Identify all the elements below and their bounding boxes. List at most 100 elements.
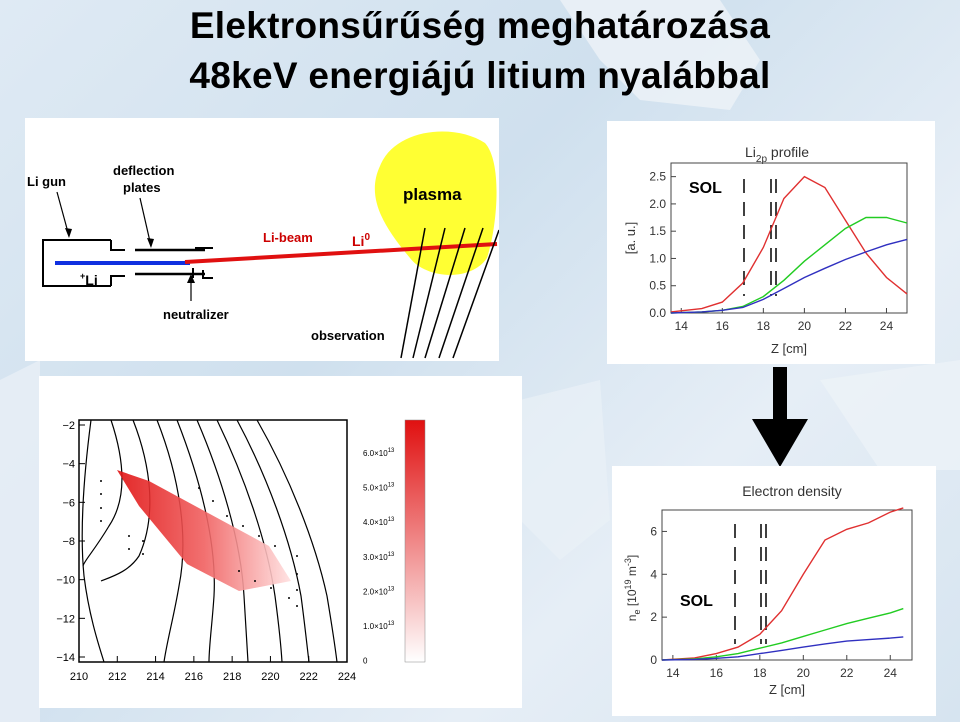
arrow-head [752,419,808,467]
colorbar-label-value: 3.0×10 [363,553,388,562]
map-x-tick-label: 220 [261,671,279,683]
observation-label: observation [311,328,385,343]
density-y-tick-label: 4 [650,567,657,581]
colorbar-label: 0 [363,657,368,666]
profile-y-tick-label: 2.0 [649,197,666,211]
density-x-tick-label: 16 [710,666,724,680]
colorbar-label: 2.0×1013 [363,586,395,596]
profile-series-line [670,238,908,314]
density-chart-panel: Electron density ne [1019 m-3] Z [cm] SO… [612,466,936,716]
profile-series-line [670,216,908,314]
colorbar-label: 5.0×1013 [363,483,395,493]
colorbar-label-value: 5.0×10 [363,484,388,493]
beam-diagram: plasma Li gun deflection plates +Li Li-b… [27,131,500,359]
map-x-tick-label: 212 [108,671,126,683]
deflection-pointer [139,197,152,247]
observation-sightline [438,227,484,359]
density-x-tick-label: 18 [753,666,767,680]
profile-series-line [670,175,908,313]
flux-contour [236,419,310,663]
deflection-arrowhead [147,238,154,248]
background-land-shape [0,360,40,722]
map-x-tick-label: 210 [70,671,88,683]
flux-contour [256,419,338,663]
map-x-tick-label: 214 [146,671,164,683]
profile-chart-title: Li2p profile [745,144,809,165]
map-y-tick-label: −4 [62,459,75,471]
colorbar-label-value: 1.0×10 [363,622,388,631]
profile-y-tick-label: 1.0 [649,251,666,265]
density-chart-title: Electron density [742,483,842,499]
li0-label: Li0 [352,232,370,249]
map-y-tick-label: −14 [56,652,75,664]
profile-x-tick-label: 24 [880,319,894,333]
colorbar-label-exponent: 13 [388,448,395,454]
observation-sightline [400,227,426,359]
li-gun-nozzle [110,240,125,251]
density-series-line [661,507,904,661]
arrow-shaft [773,367,787,421]
li-plus-label: +Li [80,271,98,288]
profile-y-tick-label: 1.5 [649,224,666,238]
flux-contour [100,419,151,582]
contour-map-panel: 210 212 214 216 218 220 222 224 −2 −4 −6 −8 −10 −12 −… [39,376,522,708]
map-x-tick-label: 216 [185,671,203,683]
colorbar-label-value: 0 [363,657,368,666]
map-x-tick-label: 222 [300,671,318,683]
map-y-tick-label: −2 [62,420,75,432]
beam-diagram-panel: plasma Li gun deflection plates +Li Li-b… [25,118,500,361]
profile-ylabel: [a. u.] [623,222,638,255]
contour-map: 210 212 214 216 218 220 222 224 −2 −4 −6 −8 −10 −12 −… [56,419,426,683]
li-gun-nozzle [110,275,125,286]
li-beam-label: Li-beam [263,230,313,245]
profile-x-tick-label: 16 [716,319,730,333]
colorbar-label-value: 2.0×10 [363,587,388,596]
density-band [117,470,291,591]
colorbar [404,419,426,663]
profile-sol-label: SOL [689,180,722,197]
colorbar-label: 4.0×1013 [363,517,395,527]
background-land-shape [560,0,760,110]
colorbar-label-exponent: 13 [388,517,395,523]
observation-sightline [424,227,466,359]
colorbar-label-exponent: 13 [388,621,395,627]
density-series-line [661,636,904,661]
li-gun-label: Li gun [27,174,66,189]
colorbar-label-exponent: 13 [388,483,395,489]
neutral-beam [184,242,498,264]
density-series-line [661,607,904,661]
neutralizer-arrowhead [187,274,195,283]
flux-contour [156,419,184,663]
density-chart: Electron density ne [1019 m-3] Z [cm] SO… [623,483,913,697]
map-x-tick-label: 218 [223,671,241,683]
colorbar-label-value: 6.0×10 [363,449,388,458]
map-y-tick-label: −10 [56,575,75,587]
profile-x-tick-label: 14 [675,319,689,333]
profile-y-tick-label: 0.0 [649,306,666,320]
profile-chart: Li2p profile [a. u.] Z [cm] SOL 14 16 18 20… [623,144,908,356]
background-land-shape [520,380,610,560]
map-x-tick-label: 224 [338,671,356,683]
map-y-tick-label: −12 [56,613,75,625]
title-line-1: Elektronsűrűség meghatározása [189,5,771,46]
flux-contour [82,419,123,567]
profile-x-tick-label: 22 [839,319,853,333]
grid-dots [100,480,298,607]
colorbar-label-exponent: 13 [388,586,395,592]
profile-chart-panel: Li2p profile [a. u.] Z [cm] SOL 14 16 18 20… [607,121,935,364]
profile-x-tick-label: 20 [798,319,812,333]
density-xlabel: Z [cm] [769,682,805,697]
observation-sightline [412,227,446,359]
density-x-tick-label: 24 [884,666,898,680]
density-x-tick-label: 14 [666,666,680,680]
profile-y-tick-label: 0.5 [649,279,666,293]
density-sol-label: SOL [680,593,713,610]
profile-x-tick-label: 18 [757,319,771,333]
density-y-tick-label: 6 [650,524,657,538]
colorbar-label: 3.0×1013 [363,552,395,562]
li-gun-housing [42,239,111,287]
density-plot-frame [661,509,913,661]
plasma-label: plasma [403,185,462,204]
map-y-tick-label: −6 [62,497,75,509]
